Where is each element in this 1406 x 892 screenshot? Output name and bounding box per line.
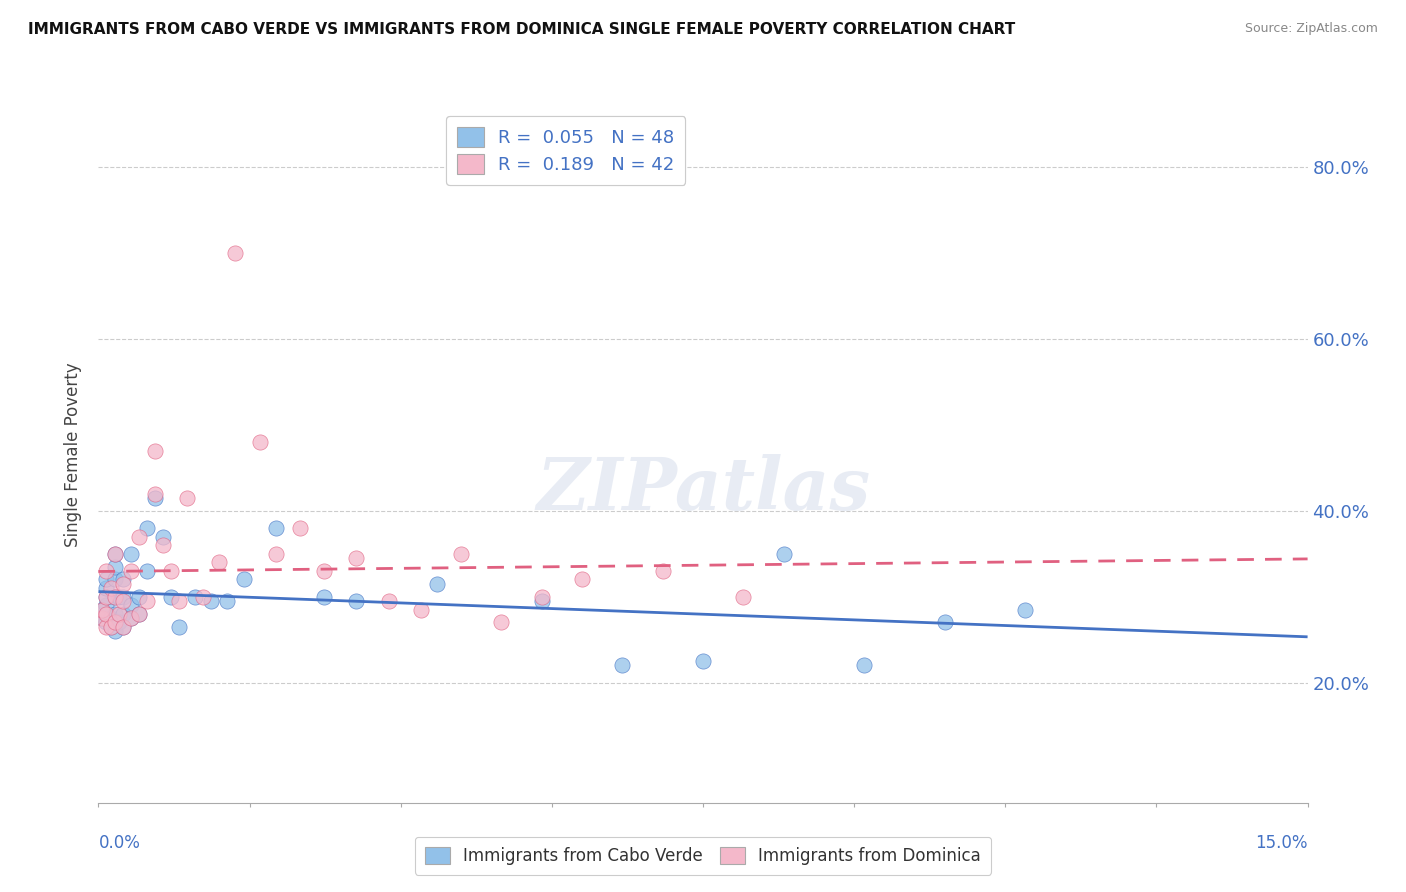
Point — [733, 590, 755, 604]
Point — [772, 547, 794, 561]
Point — [143, 443, 166, 458]
Point — [96, 590, 118, 604]
Point — [288, 521, 311, 535]
Point — [96, 581, 118, 595]
Point — [344, 594, 367, 608]
Point — [176, 491, 198, 505]
Point — [167, 620, 190, 634]
Legend: Immigrants from Cabo Verde, Immigrants from Dominica: Immigrants from Cabo Verde, Immigrants f… — [415, 837, 991, 875]
Point — [853, 658, 876, 673]
Point — [934, 615, 956, 630]
Point — [128, 529, 150, 543]
Point — [249, 435, 271, 450]
Point — [103, 607, 125, 621]
Point — [103, 547, 125, 561]
Point — [120, 564, 142, 578]
Point — [128, 607, 150, 621]
Text: ZIPatlas: ZIPatlas — [536, 454, 870, 525]
Point — [96, 564, 118, 578]
Text: 0.0%: 0.0% — [98, 834, 141, 852]
Point — [120, 611, 142, 625]
Point — [167, 594, 190, 608]
Point — [100, 620, 122, 634]
Point — [135, 521, 157, 535]
Point — [91, 602, 114, 616]
Point — [120, 611, 142, 625]
Point — [107, 607, 129, 621]
Point — [208, 555, 231, 569]
Point — [314, 564, 336, 578]
Point — [264, 547, 287, 561]
Text: 15.0%: 15.0% — [1256, 834, 1308, 852]
Point — [111, 620, 134, 634]
Point — [96, 615, 118, 630]
Point — [111, 573, 134, 587]
Point — [111, 594, 134, 608]
Point — [224, 246, 246, 260]
Point — [143, 486, 166, 500]
Point — [96, 607, 118, 621]
Point — [103, 573, 125, 587]
Point — [91, 611, 114, 625]
Point — [128, 590, 150, 604]
Point — [160, 564, 183, 578]
Point — [491, 615, 513, 630]
Point — [651, 564, 673, 578]
Point — [232, 573, 254, 587]
Point — [100, 581, 122, 595]
Point — [377, 594, 399, 608]
Point — [200, 594, 222, 608]
Point — [571, 573, 593, 587]
Point — [217, 594, 239, 608]
Point — [409, 602, 432, 616]
Point — [160, 590, 183, 604]
Point — [111, 620, 134, 634]
Point — [143, 491, 166, 505]
Point — [103, 559, 125, 574]
Point — [135, 594, 157, 608]
Text: Source: ZipAtlas.com: Source: ZipAtlas.com — [1244, 22, 1378, 36]
Point — [103, 590, 125, 604]
Point — [692, 654, 714, 668]
Point — [612, 658, 634, 673]
Point — [450, 547, 472, 561]
Point — [96, 620, 118, 634]
Point — [111, 607, 134, 621]
Point — [152, 529, 174, 543]
Point — [96, 590, 118, 604]
Point — [152, 538, 174, 552]
Point — [530, 590, 553, 604]
Point — [91, 602, 114, 616]
Point — [111, 576, 134, 591]
Point — [111, 590, 134, 604]
Point — [344, 551, 367, 566]
Point — [135, 564, 157, 578]
Point — [107, 615, 129, 630]
Point — [530, 594, 553, 608]
Point — [107, 590, 129, 604]
Point — [103, 615, 125, 630]
Point — [193, 590, 215, 604]
Point — [96, 599, 118, 613]
Point — [264, 521, 287, 535]
Point — [100, 611, 122, 625]
Legend: R =  0.055   N = 48, R =  0.189   N = 42: R = 0.055 N = 48, R = 0.189 N = 42 — [446, 116, 686, 185]
Point — [120, 599, 142, 613]
Point — [96, 607, 118, 621]
Point — [91, 611, 114, 625]
Point — [120, 547, 142, 561]
Point — [103, 590, 125, 604]
Point — [103, 624, 125, 638]
Point — [96, 573, 118, 587]
Y-axis label: Single Female Poverty: Single Female Poverty — [65, 363, 83, 547]
Point — [128, 607, 150, 621]
Point — [103, 547, 125, 561]
Point — [314, 590, 336, 604]
Point — [1014, 602, 1036, 616]
Point — [184, 590, 207, 604]
Point — [100, 620, 122, 634]
Text: IMMIGRANTS FROM CABO VERDE VS IMMIGRANTS FROM DOMINICA SINGLE FEMALE POVERTY COR: IMMIGRANTS FROM CABO VERDE VS IMMIGRANTS… — [28, 22, 1015, 37]
Point — [426, 576, 449, 591]
